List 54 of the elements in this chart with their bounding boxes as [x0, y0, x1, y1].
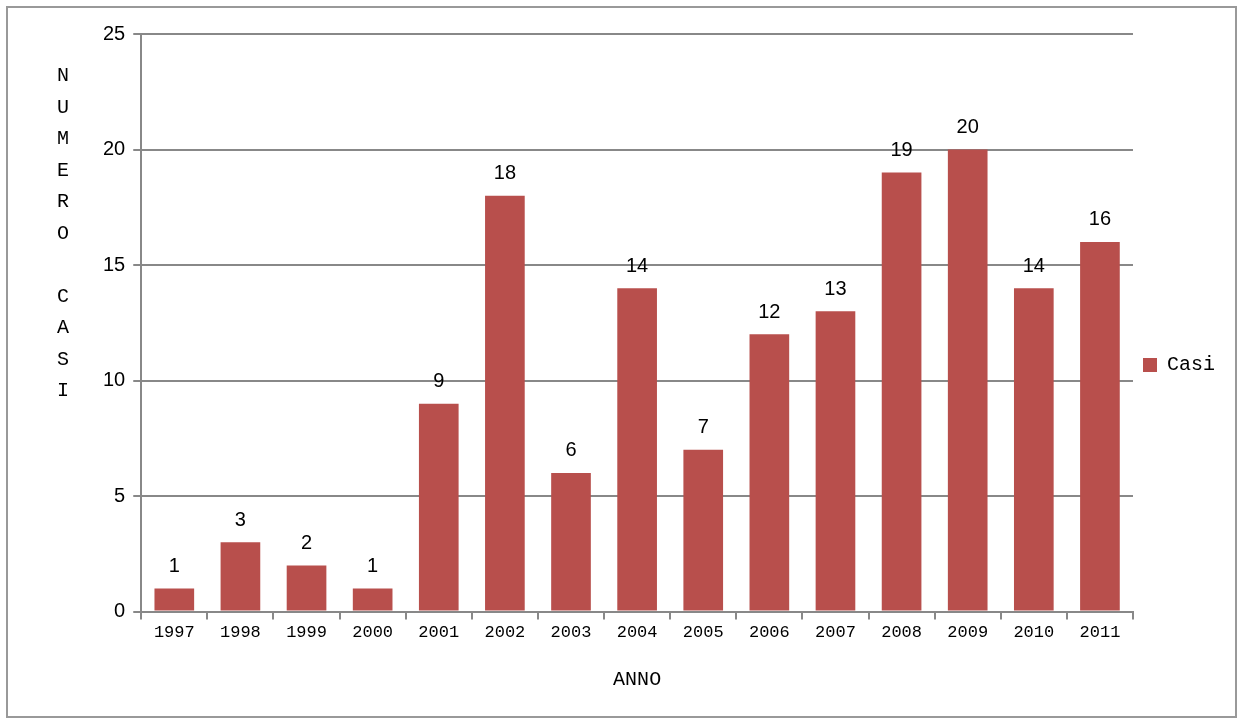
data-label: 14 [1022, 253, 1045, 276]
x-tick-label: 1998 [220, 623, 261, 643]
x-tick-label: 1997 [153, 623, 195, 643]
x-tick-label: 2002 [484, 623, 526, 643]
y-tick-label: 20 [103, 137, 126, 160]
legend-label: Casi [1166, 353, 1216, 377]
bar [881, 172, 922, 611]
data-label: 12 [758, 299, 781, 322]
x-tick-label: 1999 [286, 623, 327, 643]
data-label: 2 [300, 530, 313, 553]
x-tick-label: 2011 [1079, 623, 1121, 643]
data-label: 14 [625, 253, 649, 276]
x-tick-label: 2003 [550, 623, 592, 643]
bar [551, 472, 591, 611]
bar [352, 588, 393, 611]
y-tick-label: 5 [114, 483, 126, 506]
bar [286, 565, 327, 611]
data-label: 1 [367, 554, 379, 577]
x-tick-label: 2004 [616, 623, 658, 643]
bar [220, 542, 261, 611]
x-tick-label: 2006 [748, 623, 790, 643]
bar [418, 403, 459, 611]
text: NUMERO CASI [56, 64, 69, 402]
data-label: 9 [433, 369, 445, 392]
bar [749, 334, 790, 611]
data-label: 13 [824, 276, 847, 299]
y-tick-label: 25 [103, 21, 126, 44]
x-tick-label: 2000 [352, 623, 394, 643]
x-tick-label: 2005 [682, 623, 724, 643]
x-tick-label: 2007 [815, 623, 856, 643]
y-tick-label: 15 [103, 252, 126, 275]
y-tick-label: 0 [114, 599, 126, 622]
bar [683, 449, 724, 611]
x-tick-label: 2001 [418, 623, 460, 643]
x-tick-label: 2010 [1013, 623, 1055, 643]
data-label: 1 [168, 554, 180, 577]
bar [815, 311, 856, 611]
bar [485, 195, 525, 611]
data-label: 6 [565, 438, 577, 461]
data-label: 18 [493, 161, 517, 184]
x-tick-label: 2008 [881, 623, 922, 643]
x-axis-title: ANNO [613, 668, 662, 692]
y-tick-label: 10 [103, 368, 126, 391]
data-label: 20 [956, 115, 979, 138]
bar [617, 288, 657, 611]
data-label: 3 [234, 507, 246, 530]
data-label: 7 [697, 415, 709, 438]
data-label: 19 [890, 138, 913, 161]
bar [947, 149, 988, 611]
bar [1080, 241, 1120, 611]
data-label: 16 [1088, 207, 1112, 230]
bar [154, 588, 195, 611]
x-tick-label: 2009 [947, 623, 989, 643]
bar [1013, 288, 1054, 611]
